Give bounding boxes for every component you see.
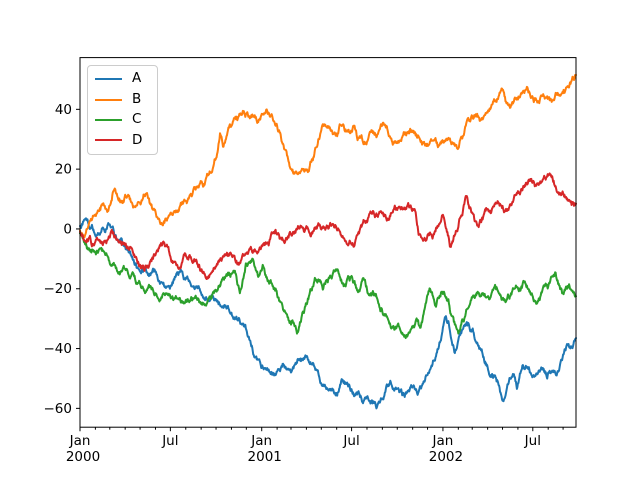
x-axis-tick-label: Jul <box>161 433 178 449</box>
legend-item-c: C <box>95 110 153 130</box>
y-axis-tick-label: −20 <box>44 281 73 297</box>
x-axis-tick-label: Jan <box>432 433 454 449</box>
y-axis-tick-label: −60 <box>44 401 73 417</box>
y-axis-tick-label: 20 <box>55 162 72 178</box>
legend-item-b: B <box>95 89 153 109</box>
legend-swatch-a <box>95 78 122 81</box>
legend: A B C D <box>87 65 158 155</box>
legend-label-d: D <box>132 131 143 148</box>
plot-border <box>79 57 577 428</box>
x-axis-year-label: 2001 <box>248 449 282 465</box>
x-axis-tick-label: Jan <box>250 433 272 449</box>
legend-item-a: A <box>95 69 153 89</box>
legend-label-a: A <box>132 70 142 87</box>
series-line-B <box>79 73 577 239</box>
x-axis-tick-label: Jan <box>69 433 91 449</box>
series-line-D <box>79 172 577 280</box>
legend-item-d: D <box>95 130 153 150</box>
series-line-C <box>79 231 577 340</box>
legend-swatch-c <box>95 118 122 121</box>
y-axis-tick-label: −40 <box>44 341 73 357</box>
x-axis-year-label: 2000 <box>66 449 100 465</box>
legend-swatch-b <box>95 98 122 101</box>
y-axis-tick-label: 0 <box>63 221 72 237</box>
x-axis-tick-label: Jul <box>524 433 541 449</box>
x-axis-year-label: 2002 <box>429 449 463 465</box>
legend-label-c: C <box>132 111 142 128</box>
x-axis-tick-label: Jul <box>342 433 359 449</box>
y-axis-tick-label: 40 <box>55 102 72 118</box>
series-line-A <box>79 217 577 410</box>
legend-swatch-d <box>95 139 122 142</box>
legend-label-b: B <box>132 90 142 107</box>
